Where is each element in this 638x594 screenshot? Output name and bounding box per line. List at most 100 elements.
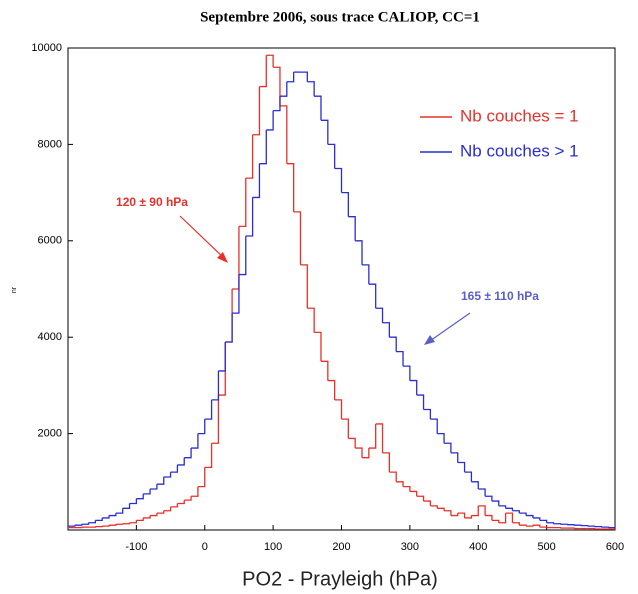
histogram-step bbox=[143, 515, 151, 519]
x-tick-label: 200 bbox=[332, 541, 350, 553]
x-tick-label: 300 bbox=[401, 541, 419, 553]
histogram-step bbox=[129, 520, 138, 524]
histogram-step bbox=[396, 481, 404, 487]
histogram-step bbox=[74, 524, 83, 526]
histogram-step bbox=[225, 313, 233, 343]
histogram-step bbox=[396, 351, 404, 367]
histogram-step bbox=[163, 472, 172, 478]
arrow-head bbox=[424, 335, 435, 345]
histogram-step bbox=[341, 191, 349, 217]
x-tick-label: 400 bbox=[469, 541, 487, 553]
histogram-step bbox=[197, 419, 206, 435]
histogram-step bbox=[416, 394, 425, 410]
histogram-step bbox=[348, 437, 356, 449]
histogram-step bbox=[252, 163, 261, 199]
histogram-step bbox=[505, 507, 514, 511]
histogram-step bbox=[81, 522, 90, 525]
histogram-step bbox=[225, 289, 233, 343]
histogram-step bbox=[259, 129, 267, 165]
histogram-step bbox=[307, 307, 315, 333]
histogram-step bbox=[136, 493, 144, 500]
histogram-step bbox=[485, 495, 493, 502]
histogram-step bbox=[546, 522, 555, 524]
histogram-step bbox=[136, 517, 144, 522]
histogram-step bbox=[478, 505, 486, 516]
histogram-step bbox=[286, 72, 295, 83]
histogram-step bbox=[409, 379, 418, 396]
histogram-step bbox=[197, 467, 206, 488]
histogram-step bbox=[437, 507, 445, 511]
histogram-step bbox=[156, 476, 165, 485]
histogram-step bbox=[109, 513, 117, 517]
histogram-step bbox=[532, 524, 541, 528]
histogram-step bbox=[314, 331, 322, 362]
histogram-step bbox=[512, 510, 520, 514]
legend-label: Nb couches = 1 bbox=[460, 106, 579, 125]
histogram-step bbox=[519, 524, 527, 527]
histogram-step bbox=[389, 471, 397, 482]
histogram-step bbox=[122, 503, 131, 509]
histogram-step bbox=[307, 81, 315, 97]
histogram-step bbox=[177, 500, 185, 505]
y-tick-label: 4000 bbox=[38, 331, 62, 343]
histogram-step bbox=[334, 167, 343, 193]
histogram-step bbox=[191, 486, 199, 497]
histogram-step bbox=[143, 489, 151, 495]
histogram-step bbox=[300, 71, 308, 82]
histogram-step bbox=[368, 283, 377, 309]
histogram-step bbox=[423, 500, 432, 506]
y-axis-label: nr bbox=[11, 286, 18, 293]
histogram-step bbox=[273, 66, 281, 106]
histogram-step bbox=[430, 418, 438, 434]
histogram-step bbox=[532, 517, 541, 521]
histogram-step bbox=[450, 452, 459, 463]
y-tick-label: 2000 bbox=[38, 428, 62, 440]
histogram-step bbox=[300, 264, 308, 309]
histogram-step bbox=[320, 360, 329, 381]
x-tick-label: 0 bbox=[202, 541, 208, 553]
chart-title: Septembre 2006, sous trace CALIOP, CC=1 bbox=[200, 9, 480, 25]
histogram-step bbox=[355, 240, 363, 265]
histogram-step bbox=[526, 525, 534, 527]
histogram-step bbox=[498, 513, 507, 524]
histogram-step bbox=[437, 432, 445, 444]
y-tick-label: 6000 bbox=[38, 235, 62, 247]
histogram-step bbox=[478, 488, 486, 497]
histogram-step bbox=[457, 461, 466, 473]
histogram-step bbox=[170, 503, 179, 508]
histogram-step bbox=[102, 515, 110, 519]
y-tick-label: 8000 bbox=[38, 138, 62, 150]
histogram-step bbox=[471, 481, 479, 490]
histogram-step bbox=[184, 448, 192, 459]
histogram-step bbox=[238, 178, 247, 227]
histogram-step bbox=[505, 512, 514, 523]
x-tick-label: 100 bbox=[264, 541, 282, 553]
histogram-step bbox=[245, 197, 254, 237]
histogram-step bbox=[163, 506, 172, 512]
histogram-step bbox=[430, 505, 438, 509]
histogram-step bbox=[286, 163, 295, 212]
x-tick-label: 600 bbox=[606, 541, 624, 553]
histogram-step bbox=[375, 307, 384, 323]
y-tick-label: 10000 bbox=[31, 42, 62, 54]
histogram-step bbox=[102, 525, 110, 527]
histogram-step bbox=[88, 520, 96, 524]
histogram-step bbox=[204, 443, 213, 468]
histogram-step bbox=[464, 471, 473, 482]
x-tick-label: 500 bbox=[537, 541, 555, 553]
histogram-step bbox=[403, 485, 411, 492]
histogram-step bbox=[122, 522, 131, 525]
histogram-step bbox=[218, 342, 226, 396]
histogram-step bbox=[266, 54, 274, 68]
annotation-arrow bbox=[426, 312, 471, 344]
histogram-step bbox=[232, 226, 240, 290]
histogram-step bbox=[491, 519, 500, 523]
histogram-step bbox=[204, 399, 213, 420]
histogram-step bbox=[355, 447, 363, 458]
histogram-step bbox=[320, 119, 329, 145]
legend-label: Nb couches > 1 bbox=[460, 141, 579, 160]
histogram-step bbox=[464, 515, 473, 519]
histogram-step bbox=[252, 86, 261, 136]
histogram-step bbox=[170, 464, 179, 473]
histogram-step bbox=[273, 96, 281, 112]
